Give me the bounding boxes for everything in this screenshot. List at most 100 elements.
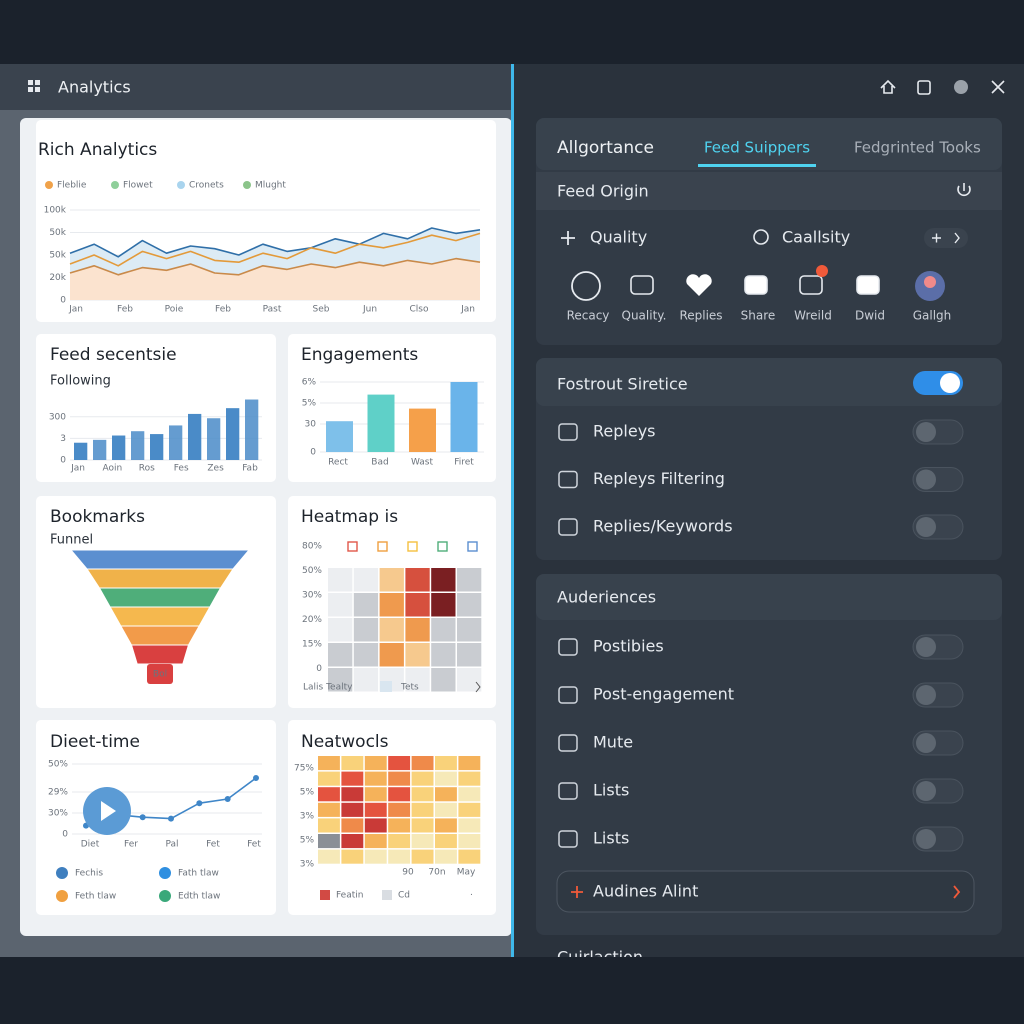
power-icon[interactable] xyxy=(957,183,971,197)
legend-label: Fath tlaw xyxy=(178,869,219,879)
heat-cell xyxy=(457,568,482,592)
x-tick-label: 90 xyxy=(402,868,414,878)
icon[interactable] xyxy=(799,275,823,295)
icon[interactable] xyxy=(744,275,768,295)
more: · xyxy=(470,891,473,901)
heat-cell xyxy=(435,756,457,771)
icon-label: Quality. xyxy=(622,309,667,323)
plus-icon[interactable] xyxy=(561,231,575,245)
point xyxy=(253,775,259,781)
section-title: Fostrout Siretice xyxy=(557,375,688,394)
x-tick-label: 70n xyxy=(428,868,445,878)
bar xyxy=(207,418,221,460)
funnel-band xyxy=(109,606,211,627)
legend-next[interactable] xyxy=(475,681,481,693)
y-tick-label: 100k xyxy=(44,206,67,216)
heat-cell xyxy=(341,849,364,864)
icon[interactable] xyxy=(856,275,880,295)
y-tick-label: 50k xyxy=(49,251,66,261)
heat-cell xyxy=(318,834,340,849)
legend-label: Featin xyxy=(336,891,363,901)
heat-cell xyxy=(328,668,353,692)
heat-cell xyxy=(457,668,482,692)
heat-cell xyxy=(341,818,364,833)
header-icon xyxy=(347,541,358,552)
row-icon xyxy=(558,782,578,800)
heat-cell xyxy=(328,643,353,667)
avatar-face xyxy=(924,276,936,288)
bar xyxy=(93,439,107,460)
tab[interactable]: Allgortance xyxy=(557,138,654,158)
heat-cell xyxy=(364,818,387,833)
close-button[interactable] xyxy=(991,80,1005,94)
heat-cell xyxy=(388,834,411,849)
section-header xyxy=(536,172,1002,210)
row-icon xyxy=(558,518,578,536)
heat-cell xyxy=(318,802,340,817)
heat-cell xyxy=(405,593,430,617)
y-tick-label: 50k xyxy=(49,228,66,238)
heat-cell xyxy=(341,834,364,849)
legend-swatch xyxy=(243,181,251,189)
legend-swatch xyxy=(159,867,171,879)
heat-cell xyxy=(318,818,340,833)
row-label: Mute xyxy=(593,733,633,752)
icon[interactable] xyxy=(686,274,712,296)
series-line xyxy=(69,232,481,267)
y-tick-label: 5% xyxy=(300,836,315,846)
row-icon xyxy=(558,734,578,752)
y-tick-label: 0 xyxy=(310,448,316,458)
heat-cell xyxy=(388,771,411,786)
heat-cell xyxy=(364,787,387,802)
minimize-button[interactable] xyxy=(954,80,968,94)
funnel-band xyxy=(119,625,201,646)
section-title: Feed Origin xyxy=(557,182,649,201)
home-button[interactable] xyxy=(880,79,896,94)
bar xyxy=(74,442,88,460)
bar xyxy=(131,431,145,460)
bar xyxy=(367,394,395,452)
legend-label: Cd xyxy=(398,891,410,901)
add-button[interactable] xyxy=(556,870,975,913)
heat-cell xyxy=(364,849,387,864)
heat-cell xyxy=(341,771,364,786)
heat-cell xyxy=(458,787,481,802)
tab[interactable]: Fedgrinted Tooks xyxy=(854,139,981,157)
legend-label: Cronets xyxy=(189,181,224,191)
legend-swatch xyxy=(56,890,68,902)
funnel-band xyxy=(98,587,222,608)
legend-swatch xyxy=(45,181,53,189)
toggle-knob xyxy=(916,469,936,490)
y-tick-label: 0 xyxy=(60,296,66,306)
y-tick-label: 300 xyxy=(49,412,66,422)
add-chip[interactable] xyxy=(924,228,968,248)
card-title: Heatmap is xyxy=(301,507,398,527)
toggle-knob xyxy=(916,637,936,657)
heat-cell xyxy=(328,568,353,592)
heat-cell xyxy=(328,618,353,642)
icon-label: Wreild xyxy=(794,309,832,323)
heat-cell xyxy=(405,668,430,692)
icon[interactable] xyxy=(571,271,601,301)
legend-label: Feth tlaw xyxy=(75,892,116,902)
heat-cell xyxy=(341,787,364,802)
row-label: Lists xyxy=(593,829,629,848)
heat-cell xyxy=(435,771,457,786)
legend-swatch xyxy=(380,681,392,692)
window-button[interactable] xyxy=(917,80,931,95)
icon[interactable] xyxy=(630,275,654,295)
card-title: Engagements xyxy=(301,345,418,365)
radio[interactable] xyxy=(753,229,769,245)
series-line xyxy=(69,257,481,276)
heat-cell xyxy=(435,787,457,802)
row-icon xyxy=(558,423,578,441)
card-title: Bookmarks xyxy=(50,507,145,527)
x-tick-label: Feb xyxy=(117,305,133,315)
heat-cell xyxy=(411,834,434,849)
tab[interactable]: Feed Suippers xyxy=(704,139,810,157)
y-tick-label: 3% xyxy=(300,860,315,870)
x-tick-label: Feb xyxy=(215,305,231,315)
badge xyxy=(816,265,828,277)
section-header xyxy=(536,574,1002,620)
